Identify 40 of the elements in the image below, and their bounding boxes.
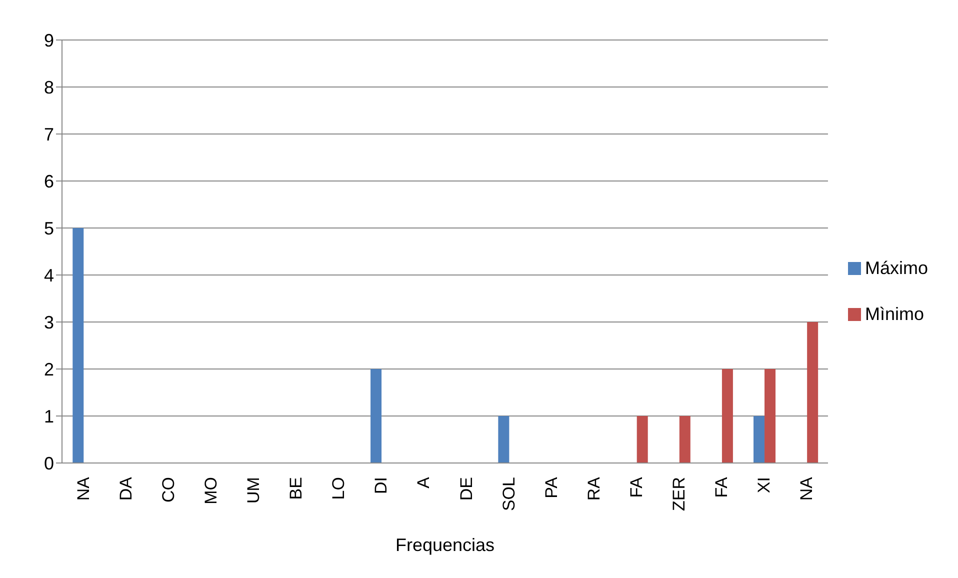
x-tick-label: FA (626, 476, 646, 498)
x-tick-label: FA (712, 476, 732, 498)
bar (679, 416, 690, 463)
y-tick-label: 1 (44, 406, 54, 426)
x-tick-label: DE (456, 477, 476, 501)
y-tick-label: 6 (44, 171, 54, 192)
x-tick-label: CO (158, 477, 178, 502)
x-tick-label: LO (329, 477, 348, 500)
x-tick-label: ZER (670, 477, 689, 511)
x-tick-label: DA (116, 476, 136, 501)
y-tick-label: 7 (44, 124, 54, 144)
x-tick-label: DI (372, 477, 391, 494)
x-tick-label: A (414, 476, 434, 488)
x-tick-label: BE (286, 477, 306, 500)
bar (754, 416, 765, 463)
x-tick-label: MO (201, 477, 220, 504)
y-tick-label: 5 (44, 218, 54, 238)
bar (722, 369, 733, 463)
x-tick-label: UM (244, 477, 263, 504)
bar (370, 369, 382, 463)
y-tick-label: 9 (44, 30, 54, 50)
y-tick-label: 0 (44, 453, 54, 474)
bar (636, 416, 648, 463)
x-tick-label: PA (542, 476, 561, 498)
x-tick-label: NA (797, 476, 816, 501)
bar (498, 416, 510, 463)
x-tick-label: SOL (499, 477, 518, 512)
bar (72, 228, 84, 463)
x-tick-label: XI (754, 477, 774, 494)
y-tick-label: 4 (44, 265, 54, 286)
legend-label: Máximo (864, 258, 928, 278)
y-tick-label: 3 (44, 312, 54, 332)
x-tick-label: NA (74, 476, 93, 501)
x-axis-title: Frequencias (395, 535, 495, 555)
bar (807, 322, 818, 463)
legend-label: Mìnimo (864, 304, 924, 324)
y-tick-label: 2 (44, 359, 54, 380)
y-tick-label: 8 (44, 77, 54, 98)
x-tick-label: RA (584, 476, 604, 501)
bar (764, 369, 776, 463)
